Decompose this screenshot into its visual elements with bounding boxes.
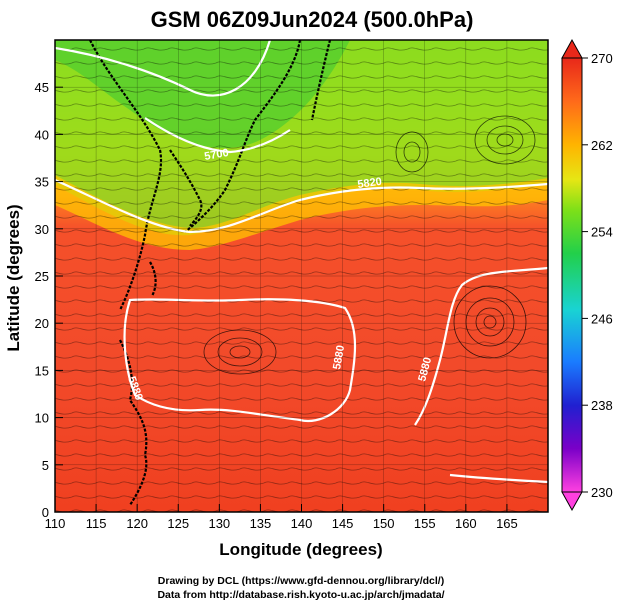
coastlines xyxy=(89,40,332,506)
height-contours xyxy=(55,40,548,484)
colorbar-tick-label: 246 xyxy=(591,311,613,326)
colorbar: 230 238 246 254 262 270 xyxy=(561,38,613,512)
chart-title: GSM 06Z09Jun2024 (500.0hPa) xyxy=(151,7,474,32)
x-tick-label: 120 xyxy=(126,516,148,531)
colorbar-ticks: 230 238 246 254 262 270 xyxy=(582,51,613,500)
colorbar-tick-label: 238 xyxy=(591,398,613,413)
contour-labels: 5700 5820 5880 5880 5880 xyxy=(125,147,434,402)
x-axis: 110 115 120 125 130 135 140 145 150 155 160 165 xyxy=(45,504,518,531)
contour-5700-north xyxy=(55,40,272,97)
colorbar-max-arrow xyxy=(561,38,583,59)
x-tick-label: 165 xyxy=(496,516,518,531)
colorbar-tick-label: 262 xyxy=(591,138,613,153)
x-tick-label: 155 xyxy=(414,516,436,531)
contour-label: 5880 xyxy=(331,344,347,370)
coastline-taiwan xyxy=(149,261,157,297)
colorbar-tick-label: 254 xyxy=(591,225,613,240)
y-tick-label: 45 xyxy=(35,80,49,95)
x-tick-label: 145 xyxy=(332,516,354,531)
y-tick-label: 15 xyxy=(35,363,49,378)
colorbar-scale xyxy=(561,57,583,493)
coastline-japan xyxy=(184,40,302,233)
colorbar-tick-label: 270 xyxy=(591,51,613,66)
credit-line-2: Data from http://database.rish.kyoto-u.a… xyxy=(157,589,444,601)
anticyclone-vortex xyxy=(203,329,277,375)
x-axis-title: Longitude (degrees) xyxy=(219,540,382,559)
x-tick-label: 110 xyxy=(45,516,66,531)
x-tick-label: 135 xyxy=(250,516,272,531)
y-axis-title: Latitude (degrees) xyxy=(4,204,23,351)
y-tick-label: 30 xyxy=(35,222,49,237)
vortex-north-east xyxy=(395,115,536,173)
coastline-sakhalin xyxy=(310,40,332,121)
graticule xyxy=(55,40,548,512)
coastline-korea xyxy=(169,149,203,227)
contour-5820 xyxy=(55,178,548,234)
x-tick-label: 160 xyxy=(455,516,477,531)
x-tick-label: 115 xyxy=(86,516,107,531)
coastline-philippines xyxy=(119,339,148,506)
credit-line-1: Drawing by DCL (https://www.gfd-dennou.o… xyxy=(158,575,444,587)
contour-5880-center xyxy=(123,298,357,423)
y-tick-label: 40 xyxy=(35,127,49,142)
y-tick-label: 35 xyxy=(35,175,49,190)
x-tick-label: 130 xyxy=(208,516,230,531)
colorbar-min-arrow xyxy=(561,491,583,512)
x-tick-label: 140 xyxy=(291,516,313,531)
plot-area xyxy=(55,40,548,512)
y-tick-label: 10 xyxy=(35,411,49,426)
y-tick-label: 20 xyxy=(35,316,49,331)
y-tick-label: 0 xyxy=(42,505,49,520)
x-tick-label: 150 xyxy=(373,516,395,531)
contour-5880-south xyxy=(449,473,548,484)
contour-5880-east xyxy=(414,266,548,426)
contour-label: 5820 xyxy=(357,176,383,191)
y-tick-label: 25 xyxy=(35,269,49,284)
contour-label: 5700 xyxy=(203,147,229,163)
coastline-china xyxy=(89,40,163,311)
colorbar-tick-label: 230 xyxy=(591,485,613,500)
x-tick-label: 125 xyxy=(167,516,189,531)
contour-5700 xyxy=(144,117,291,154)
y-tick-label: 5 xyxy=(42,458,49,473)
y-axis: 0 5 10 15 20 25 30 35 40 45 xyxy=(35,80,63,520)
